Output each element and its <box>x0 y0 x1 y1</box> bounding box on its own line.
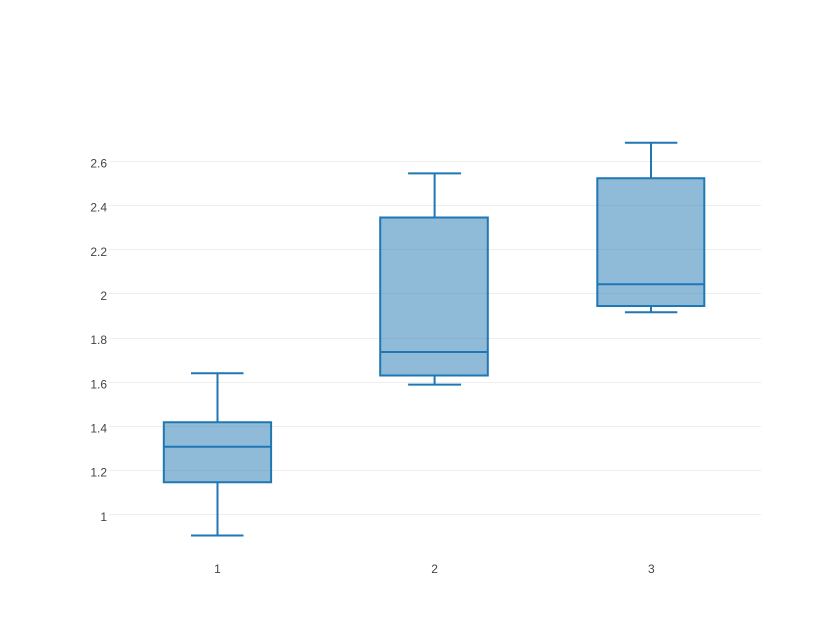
svg-text:2.4: 2.4 <box>90 201 107 215</box>
svg-text:1.2: 1.2 <box>90 466 107 480</box>
svg-text:2.6: 2.6 <box>90 156 107 170</box>
svg-text:1.6: 1.6 <box>90 377 107 391</box>
svg-text:2.2: 2.2 <box>90 245 107 259</box>
svg-text:2: 2 <box>100 289 107 303</box>
svg-text:1.4: 1.4 <box>90 422 107 436</box>
svg-text:1: 1 <box>100 510 107 524</box>
svg-text:2: 2 <box>431 562 438 576</box>
svg-text:1.8: 1.8 <box>90 333 107 347</box>
svg-text:1: 1 <box>214 562 221 576</box>
svg-text:3: 3 <box>648 562 655 576</box>
